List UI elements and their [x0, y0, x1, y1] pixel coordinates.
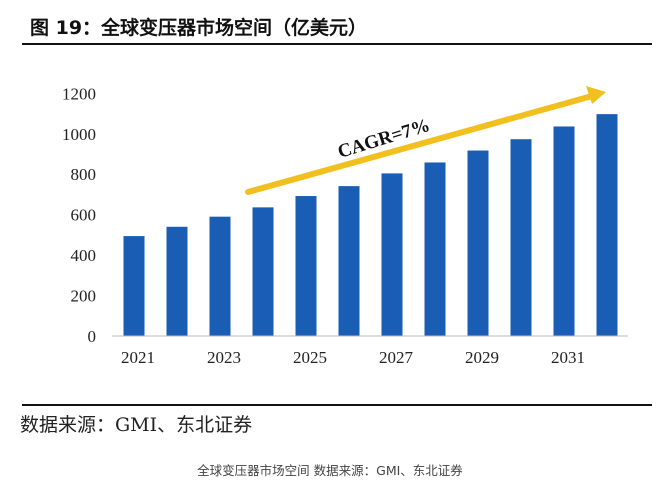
bar-2028	[424, 162, 446, 336]
figure-title: 图 19：全球变压器市场空间（亿美元）	[30, 16, 367, 39]
x-tick-label: 2025	[293, 348, 327, 367]
bar-2022	[166, 226, 188, 336]
y-axis: 0 200 400 600 800 1000 1200	[62, 84, 96, 346]
bar-2026	[338, 186, 360, 336]
bar-2031	[553, 126, 575, 337]
x-tick-label: 2029	[465, 348, 499, 367]
x-axis: 2021 2023 2025 2027 2029 2031	[121, 348, 585, 367]
y-tick-label: 200	[71, 287, 97, 306]
bar-2025	[295, 196, 317, 336]
x-tick-label: 2023	[207, 348, 241, 367]
bar-2024	[252, 207, 274, 336]
source-note: 数据来源：GMI、东北证券	[20, 414, 252, 436]
y-tick-label: 400	[71, 246, 97, 265]
bar-2027	[381, 173, 403, 336]
bar-2021	[123, 236, 145, 336]
arrow-shaft	[245, 93, 595, 195]
bar-2023	[209, 216, 231, 336]
caption: 全球变压器市场空间 数据来源：GMI、东北证券	[197, 463, 463, 478]
y-tick-label: 0	[88, 327, 97, 346]
bar-2032	[596, 114, 618, 337]
x-tick-label: 2027	[379, 348, 414, 367]
bar-2029	[467, 150, 489, 336]
bar-2030	[510, 139, 532, 336]
y-tick-label: 1200	[62, 84, 96, 103]
bars	[123, 114, 618, 337]
x-tick-label: 2021	[121, 348, 155, 367]
y-tick-label: 600	[71, 206, 97, 225]
y-tick-label: 1000	[62, 125, 96, 144]
y-tick-label: 800	[71, 165, 97, 184]
cagr-arrow	[245, 86, 606, 195]
x-tick-label: 2031	[551, 348, 585, 367]
arrow-head	[586, 86, 606, 104]
